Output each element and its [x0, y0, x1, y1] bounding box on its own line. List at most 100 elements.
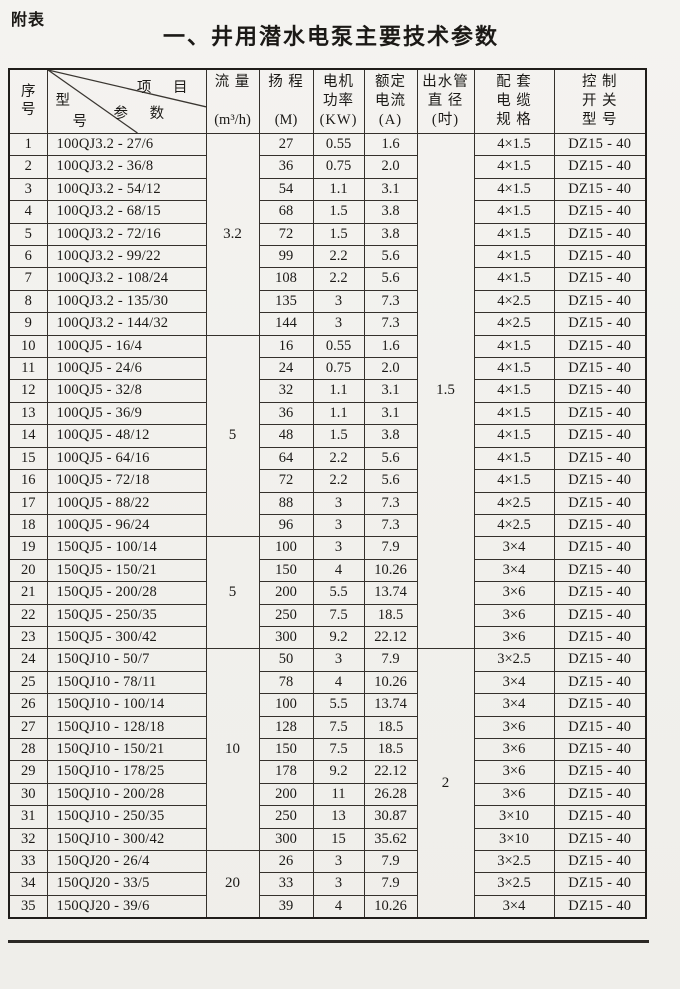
cable-cell: 3×2.5: [473, 872, 555, 896]
switch-cell: DZ15 - 40: [553, 446, 647, 471]
header-head-label: 扬 程: [268, 73, 304, 90]
table-row: 34 150QJ20 - 33/5 33 3 7.9 3×2.5 DZ15 - 40: [8, 872, 647, 896]
power-cell: 15: [312, 827, 365, 852]
head-cell: 300: [258, 827, 314, 852]
head-cell: 144: [258, 312, 314, 336]
header-current: 额定 电流 (A): [363, 68, 418, 134]
power-cell: 7.5: [312, 715, 365, 739]
head-cell: 250: [258, 603, 314, 627]
serial-cell: 24: [8, 648, 48, 672]
table-row: 10 100QJ5 - 16/4 5 16 0.55 1.6 4×1.5 DZ15 - 40: [8, 334, 647, 538]
cable-cell: 4×1.5: [473, 267, 555, 291]
model-cell: 100QJ5 - 36/9: [46, 401, 207, 426]
header-switch-label: 控 制 开 关 型 号: [581, 74, 618, 128]
cable-cell: 3×6: [473, 715, 555, 739]
header-power: 电机 功率 (KW): [312, 68, 365, 134]
current-cell: 7.9: [363, 849, 418, 874]
head-cell: 24: [258, 357, 314, 381]
model-cell: 150QJ10 - 150/21: [46, 737, 207, 762]
serial-cell: 15: [8, 446, 48, 471]
serial-cell: 30: [8, 782, 48, 807]
model-cell: 150QJ5 - 150/21: [46, 558, 207, 583]
model-cell: 150QJ10 - 100/14: [46, 693, 207, 717]
current-cell: 2.0: [363, 155, 418, 179]
head-cell: 16: [258, 334, 314, 359]
switch-cell: DZ15 - 40: [553, 849, 647, 874]
table-row: 30 150QJ10 - 200/28 200 11 26.28 3×6 DZ15 - 40: [8, 782, 647, 807]
header-flow-label: 流 量: [214, 73, 251, 90]
serial-cell: 3: [8, 177, 48, 202]
serial-cell: 23: [8, 625, 48, 650]
serial-cell: 2: [8, 155, 48, 179]
head-cell: 128: [258, 715, 314, 739]
switch-cell: DZ15 - 40: [553, 648, 647, 672]
pump-table-body: 1 100QJ3.2 - 27/6 3.2 27 0.55 1.6 1.5 4×1.5 DZ15…: [8, 132, 647, 919]
cable-cell: 4×1.5: [473, 379, 555, 403]
switch-cell: DZ15 - 40: [553, 670, 647, 695]
current-cell: 10.26: [363, 558, 418, 583]
cable-cell: 3×10: [473, 827, 555, 852]
switch-cell: DZ15 - 40: [553, 289, 647, 314]
table-row: 24 150QJ10 - 50/7 10 50 3 7.9 2 3×2.5 DZ15 - 40: [8, 648, 647, 919]
switch-cell: DZ15 - 40: [553, 513, 647, 538]
power-cell: 3: [312, 513, 365, 538]
current-cell: 7.9: [363, 872, 418, 896]
cable-cell: 3×6: [473, 737, 555, 762]
switch-cell: DZ15 - 40: [553, 469, 647, 493]
current-cell: 22.12: [363, 625, 418, 650]
power-cell: 13: [312, 805, 365, 829]
model-cell: 150QJ10 - 300/42: [46, 827, 207, 852]
cable-cell: 3×4: [473, 558, 555, 583]
footer-rule: [8, 940, 649, 943]
switch-cell: DZ15 - 40: [553, 536, 647, 560]
switch-cell: DZ15 - 40: [553, 132, 647, 157]
corner-label-model-top: 型: [55, 93, 71, 109]
model-cell: 100QJ5 - 96/24: [46, 513, 207, 538]
head-cell: 72: [258, 469, 314, 493]
current-cell: 7.3: [363, 312, 418, 336]
head-cell: 200: [258, 581, 314, 605]
corner-label-item: 项 目: [136, 80, 197, 96]
model-cell: 150QJ10 - 50/7: [46, 648, 207, 672]
diameter-cell: 1.5: [416, 132, 475, 650]
switch-cell: DZ15 - 40: [553, 245, 647, 269]
cable-cell: 4×2.5: [473, 513, 555, 538]
table-row: 1 100QJ3.2 - 27/6 3.2 27 0.55 1.6 1.5 4×1.5 DZ15…: [8, 132, 647, 650]
head-cell: 99: [258, 245, 314, 269]
switch-cell: DZ15 - 40: [553, 177, 647, 202]
switch-cell: DZ15 - 40: [553, 379, 647, 403]
table-row: 29 150QJ10 - 178/25 178 9.2 22.12 3×6 DZ15 - 4…: [8, 760, 647, 784]
head-cell: 100: [258, 693, 314, 717]
switch-cell: DZ15 - 40: [553, 401, 647, 426]
model-cell: 100QJ3.2 - 99/22: [46, 245, 207, 269]
model-cell: 150QJ10 - 250/35: [46, 805, 207, 829]
table-row: 11 100QJ5 - 24/6 24 0.75 2.0 4×1.5 DZ15 - 40: [8, 357, 647, 381]
cable-cell: 3×6: [473, 581, 555, 605]
switch-cell: DZ15 - 40: [553, 894, 647, 919]
current-cell: 18.5: [363, 715, 418, 739]
header-row: 序 号 项 目 参 数 型 号 流 量 (m³/h): [8, 68, 647, 134]
cable-cell: 3×4: [473, 536, 555, 560]
table-row: 3 100QJ3.2 - 54/12 54 1.1 3.1 4×1.5 DZ15 - 40: [8, 177, 647, 202]
current-cell: 35.62: [363, 827, 418, 852]
model-cell: 100QJ3.2 - 108/24: [46, 267, 207, 291]
current-cell: 2.0: [363, 357, 418, 381]
switch-cell: DZ15 - 40: [553, 312, 647, 336]
serial-cell: 19: [8, 536, 48, 560]
current-cell: 7.3: [363, 491, 418, 515]
power-cell: 1.5: [312, 200, 365, 224]
model-cell: 100QJ5 - 64/16: [46, 446, 207, 471]
model-cell: 150QJ5 - 300/42: [46, 625, 207, 650]
serial-cell: 33: [8, 849, 48, 874]
page-title: 一、井用潜水电泵主要技术参数: [162, 24, 499, 49]
header-diameter: 出水管 直 径 (吋): [416, 68, 475, 134]
table-row: 31 150QJ10 - 250/35 250 13 30.87 3×10 DZ15 - 4…: [8, 805, 647, 829]
cable-cell: 4×1.5: [473, 469, 555, 493]
cable-cell: 3×6: [473, 603, 555, 627]
head-cell: 68: [258, 200, 314, 224]
table-row: 6 100QJ3.2 - 99/22 99 2.2 5.6 4×1.5 DZ15 - 40: [8, 245, 647, 269]
current-cell: 5.6: [363, 245, 418, 269]
cable-cell: 3×6: [473, 625, 555, 650]
table-row: 13 100QJ5 - 36/9 36 1.1 3.1 4×1.5 DZ15 - 40: [8, 401, 647, 426]
